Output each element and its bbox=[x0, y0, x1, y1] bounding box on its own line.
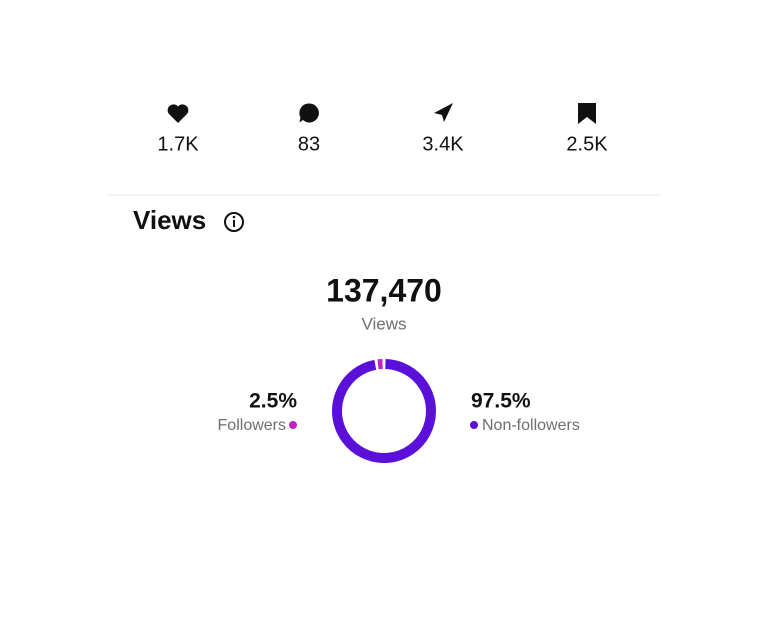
shares-count: 3.4K bbox=[422, 133, 464, 155]
share-icon[interactable] bbox=[434, 103, 453, 122]
legend-value: 2.5% bbox=[249, 390, 297, 413]
bookmark-icon[interactable] bbox=[578, 103, 596, 124]
legend-dot bbox=[470, 421, 478, 429]
section-title: Views bbox=[133, 205, 206, 235]
total-views: 137,470 bbox=[326, 272, 442, 308]
donut-segment bbox=[337, 364, 431, 458]
legend-label: Followers bbox=[218, 417, 286, 434]
likes-count: 1.7K bbox=[157, 133, 199, 155]
comment-icon[interactable] bbox=[299, 103, 319, 122]
divider bbox=[109, 194, 659, 196]
legend-dot bbox=[289, 421, 297, 429]
like-icon[interactable] bbox=[168, 104, 189, 123]
saves-count: 2.5K bbox=[566, 133, 608, 155]
comments-count: 83 bbox=[298, 133, 320, 155]
info-icon[interactable] bbox=[225, 213, 243, 231]
total-caption: Views bbox=[361, 314, 406, 333]
legend-label: Non-followers bbox=[482, 417, 580, 434]
legend-value: 97.5% bbox=[471, 390, 531, 413]
